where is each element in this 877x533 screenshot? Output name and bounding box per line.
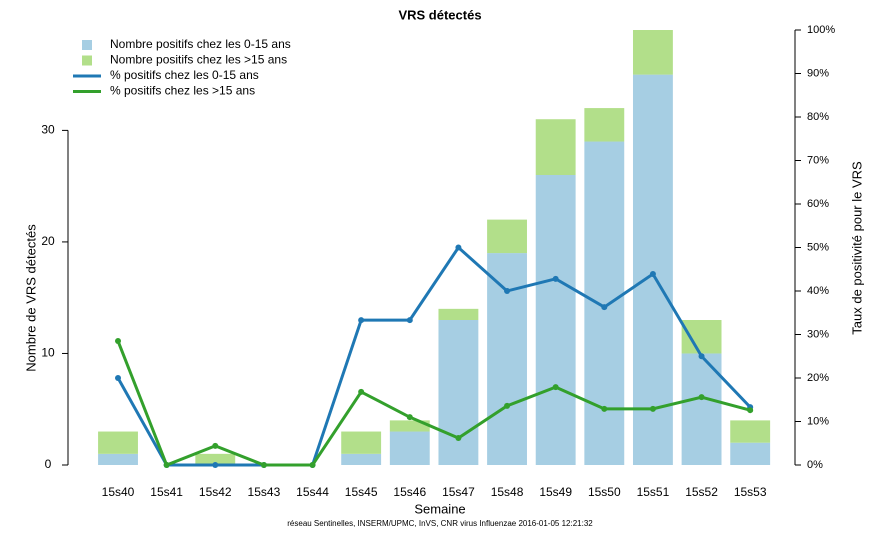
bar xyxy=(730,420,771,443)
point xyxy=(601,304,608,311)
legend-swatch xyxy=(82,40,92,50)
point xyxy=(309,462,316,468)
point xyxy=(455,435,462,442)
point xyxy=(698,353,705,360)
x-tick-label: 15s53 xyxy=(734,485,767,499)
bar xyxy=(730,442,771,465)
x-tick-label: 15s41 xyxy=(150,485,183,499)
point xyxy=(358,317,365,324)
bar xyxy=(632,30,673,75)
point xyxy=(649,405,656,412)
bar xyxy=(681,320,722,354)
x-axis-title: Semaine xyxy=(414,501,465,516)
chart-title: VRS détectés xyxy=(398,7,481,22)
y2-tick-label: 50% xyxy=(807,241,829,253)
bar xyxy=(389,420,430,432)
bar xyxy=(632,74,673,465)
point xyxy=(552,275,559,282)
footer: réseau Sentinelles, INSERM/UPMC, InVS, C… xyxy=(287,519,593,528)
bar xyxy=(195,453,236,465)
point xyxy=(747,407,754,414)
x-tick-label: 15s50 xyxy=(588,485,621,499)
bar xyxy=(389,431,430,465)
y2-axis-title: Taux de positivité pour le VRS xyxy=(849,161,864,335)
bar xyxy=(341,431,382,454)
point xyxy=(212,462,219,468)
y-tick-label: 20 xyxy=(41,234,55,248)
bar xyxy=(98,431,138,454)
point xyxy=(698,394,705,401)
y2-tick-label: 100% xyxy=(807,24,835,36)
point xyxy=(260,462,267,468)
point xyxy=(455,244,462,251)
legend-label: Nombre positifs chez les >15 ans xyxy=(110,53,287,67)
y-tick-label: 0 xyxy=(45,457,52,471)
bar xyxy=(487,253,527,465)
y2-tick-label: 70% xyxy=(807,154,829,166)
legend-swatch xyxy=(82,55,92,66)
point xyxy=(649,271,656,278)
x-tick-label: 15s47 xyxy=(442,485,475,499)
y2-tick-label: 10% xyxy=(807,415,829,427)
point xyxy=(358,388,365,395)
line xyxy=(116,245,752,467)
y-tick-label: 30 xyxy=(41,123,55,137)
bar xyxy=(438,308,479,320)
x-tick-label: 15s42 xyxy=(199,485,232,499)
x-tick-label: 15s43 xyxy=(248,485,281,499)
y2-tick-label: 80% xyxy=(807,111,829,123)
legend-label: Nombre positifs chez les 0-15 ans xyxy=(110,37,291,51)
x-tick-label: 15s48 xyxy=(491,485,524,499)
point xyxy=(552,384,559,391)
x-tick-label: 15s52 xyxy=(685,485,718,499)
bar xyxy=(535,175,576,465)
y2-tick-label: 0% xyxy=(807,459,823,471)
x-tick-label: 15s45 xyxy=(345,485,378,499)
y2-tick-label: 20% xyxy=(807,372,829,384)
x-tick-label: 15s49 xyxy=(539,485,572,499)
bar xyxy=(584,108,625,142)
bar xyxy=(535,119,576,175)
point xyxy=(406,317,413,324)
bar xyxy=(584,141,625,466)
point xyxy=(115,375,122,381)
bar xyxy=(438,320,479,465)
bar xyxy=(98,453,138,465)
line xyxy=(116,340,751,467)
point xyxy=(504,288,511,294)
point xyxy=(504,402,511,409)
legend-label: % positifs chez les >15 ans xyxy=(110,84,255,98)
y-tick-label: 10 xyxy=(41,346,55,360)
bar xyxy=(487,219,527,254)
y2-tick-label: 60% xyxy=(807,198,829,210)
x-tick-label: 15s44 xyxy=(296,485,329,499)
legend-label: % positifs chez les 0-15 ans xyxy=(110,68,259,82)
point xyxy=(115,338,122,345)
point xyxy=(212,442,219,449)
point xyxy=(163,462,170,468)
x-tick-label: 15s46 xyxy=(393,485,426,499)
y2-tick-label: 30% xyxy=(807,328,829,340)
y2-tick-label: 40% xyxy=(807,285,829,297)
point xyxy=(601,405,608,412)
y-axis-title: Nombre de VRS détectés xyxy=(23,224,38,372)
y2-tick-label: 90% xyxy=(807,67,829,79)
bar xyxy=(341,453,382,465)
point xyxy=(406,414,413,421)
x-tick-label: 15s51 xyxy=(637,485,670,499)
x-tick-label: 15s40 xyxy=(102,485,135,499)
